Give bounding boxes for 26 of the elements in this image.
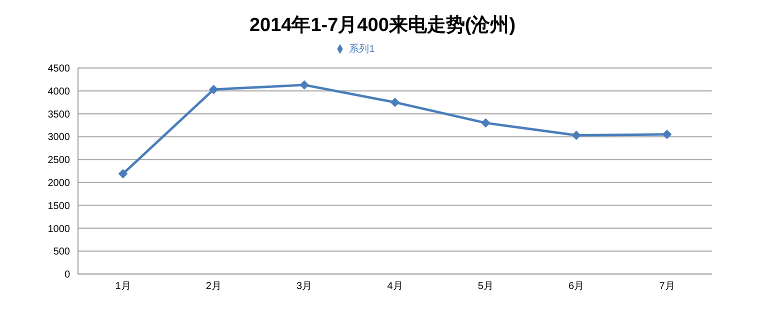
x-tick-label: 7月: [659, 281, 675, 292]
x-tick-label: 2月: [206, 281, 222, 292]
x-tick-label: 3月: [296, 281, 312, 292]
y-tick-label: 1500: [48, 200, 70, 212]
y-tick-label: 2500: [48, 155, 70, 166]
legend-label: 系列1: [349, 44, 375, 55]
point: [662, 130, 672, 139]
x-tick-label: 4月: [387, 281, 403, 292]
y-tick-label: 500: [53, 246, 70, 258]
y-tick-label: 3000: [48, 132, 70, 144]
y-tick-label: 1000: [48, 224, 70, 235]
point: [572, 130, 581, 140]
y-tick-label: 2000: [48, 178, 70, 189]
x-tick-label: 1月: [115, 281, 131, 292]
y-tick-label: 4500: [48, 64, 70, 75]
point: [300, 80, 309, 90]
y-tick-label: 4000: [48, 86, 70, 98]
x-tick-label: 5月: [478, 281, 494, 292]
y-tick-label: 0: [64, 270, 70, 281]
point: [390, 98, 400, 107]
point: [118, 169, 128, 178]
point: [481, 118, 490, 128]
chart-title: 2014年1-7月400来电走势(沧州): [248, 14, 517, 38]
point: [209, 85, 218, 94]
x-tick-label: 6月: [568, 281, 584, 292]
y-tick-label: 3500: [48, 109, 70, 120]
